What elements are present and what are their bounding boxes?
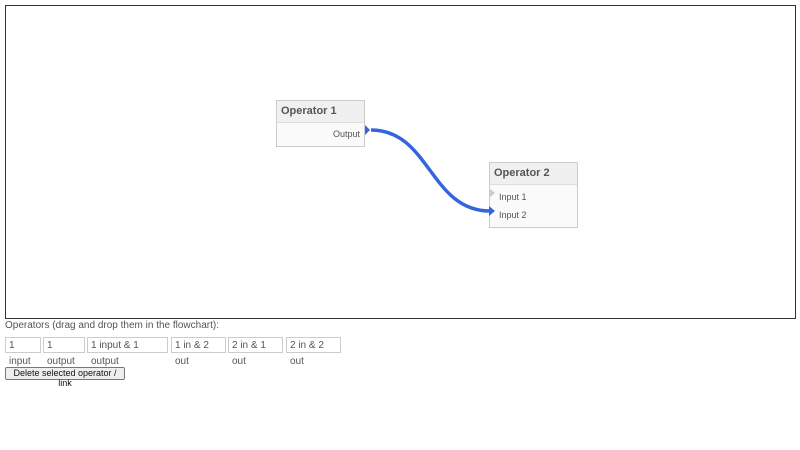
palette-item-1-in-2-out[interactable]: 1 in & 2 out xyxy=(171,337,226,367)
input-2-connector[interactable] xyxy=(489,206,495,216)
operator-title: Operator 1 xyxy=(277,101,364,123)
flowchart-link-svg xyxy=(370,128,491,213)
palette-item-2-in-2-out[interactable]: 2 in & 2 out xyxy=(286,337,341,367)
palette-item-2-in-1-out[interactable]: 2 in & 1 out xyxy=(228,337,283,367)
input-2-label: Input 2 xyxy=(499,210,527,220)
operator-1[interactable]: Operator 1 Output xyxy=(276,100,365,147)
input-1-connector[interactable] xyxy=(489,188,495,198)
operator-2[interactable]: Operator 2 Input 1 Input 2 xyxy=(489,162,578,228)
operator-title: Operator 2 xyxy=(490,163,577,185)
palette-item-1-input-1-output[interactable]: 1 input & 1 output xyxy=(87,337,168,367)
output-label: Output xyxy=(332,129,360,139)
output-connector[interactable] xyxy=(365,125,370,135)
input-1-label: Input 1 xyxy=(499,192,527,202)
link-operator1-to-operator2[interactable] xyxy=(370,128,491,213)
delete-selected-button[interactable]: Delete selected operator / link xyxy=(5,367,125,388)
flowchart-canvas[interactable] xyxy=(5,5,796,319)
palette-item-1-output[interactable]: 1 output xyxy=(43,337,85,367)
palette-item-1-input[interactable]: 1 input xyxy=(5,337,41,367)
operators-palette-label: Operators (drag and drop them in the flo… xyxy=(5,320,219,331)
